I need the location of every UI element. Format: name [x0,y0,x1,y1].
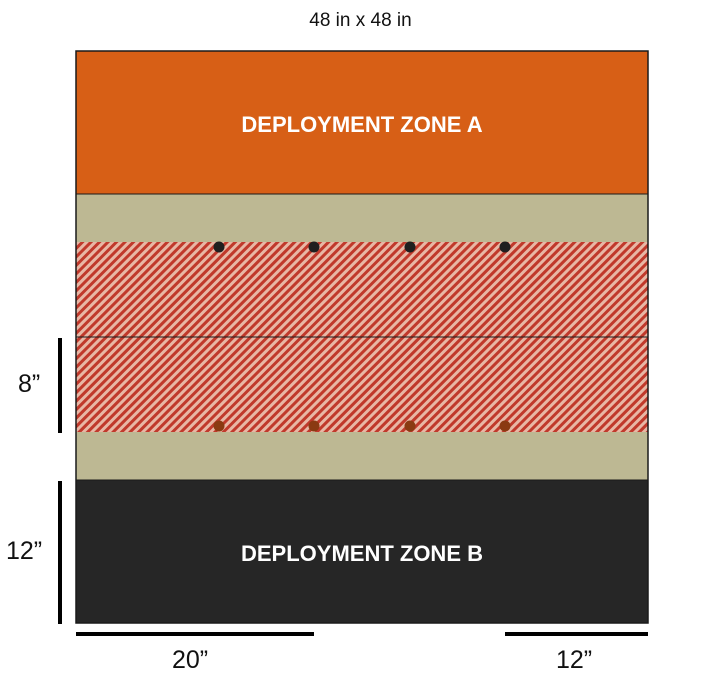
measure-bar-left-bottom [58,481,62,624]
measure-label-bottom-right: 12” [556,646,593,674]
objective-marker-top-4 [499,241,511,253]
measure-bar-bottom-left [76,632,314,636]
hatched-band-top [76,242,648,337]
objective-marker-top-2 [308,241,320,253]
measure-label-left-top: 8” [18,370,41,398]
deployment-zone-b-label: DEPLOYMENT ZONE B [241,541,483,566]
objective-marker-bottom-3 [404,420,416,432]
measure-label-bottom-left: 20” [172,646,209,674]
midfield-top [76,194,648,242]
objective-marker-top-3 [404,241,416,253]
objective-marker-bottom-1 [213,420,225,432]
objective-marker-bottom-2 [308,420,320,432]
measure-bar-bottom-right [505,632,648,636]
hatched-band-bottom [76,337,648,432]
measure-bar-left-top [58,338,62,433]
measure-label-left-bottom: 12” [6,537,43,565]
board-outline [75,50,649,624]
objective-marker-bottom-4 [499,420,511,432]
midfield-bottom [76,432,648,480]
deployment-zone-a [76,51,648,194]
objective-marker-top-1 [213,241,225,253]
board-size-title: 48 in x 48 in [309,10,412,31]
deployment-zone-a-label: DEPLOYMENT ZONE A [241,112,482,137]
deployment-zone-b [76,480,648,623]
